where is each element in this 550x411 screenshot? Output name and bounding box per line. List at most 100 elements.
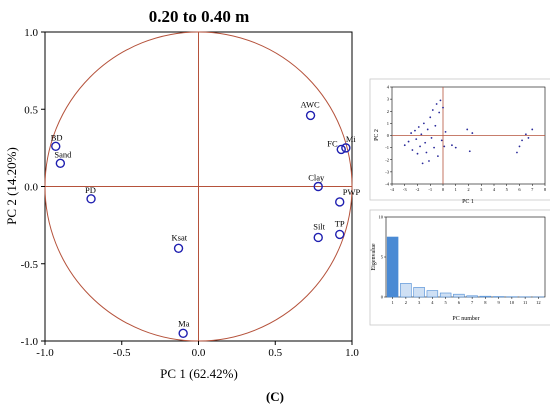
score-point: [425, 151, 428, 154]
score-x-tick-label: -1: [428, 187, 432, 192]
main-x-axis-label: PC 1 (62.42%): [160, 366, 238, 381]
score-y-axis-label: PC 2: [374, 129, 380, 141]
loading-point-label: Mi: [346, 134, 357, 144]
scree-y-tick-label: 0: [381, 295, 384, 300]
score-y-tick-label: -4: [385, 182, 389, 187]
score-point: [435, 103, 438, 105]
score-point: [437, 155, 439, 158]
main-plot-layer: -1.0 -0.5 0.0 0.5 1.0 1.0 0.5 0.0 -0.5 -1.0 BD Sand…: [21, 27, 361, 359]
score-point: [430, 137, 433, 139]
scree-x-tick-label: 7: [471, 300, 474, 305]
score-point: [434, 124, 437, 127]
scree-y-axis-label: Eigenvalue: [371, 243, 377, 270]
score-y-tick-label: 4: [387, 85, 390, 90]
score-point: [454, 146, 457, 149]
loading-point: [336, 144, 346, 155]
score-point: [444, 130, 447, 133]
score-point: [518, 145, 521, 148]
score-y-tick-label: 2: [387, 109, 389, 114]
scree-y-tick-label: 5: [381, 255, 384, 260]
scree-plot-panel: [369, 209, 550, 326]
loading-point: [305, 110, 316, 121]
score-point: [531, 128, 534, 131]
score-point: [429, 116, 432, 119]
loading-point: [173, 243, 184, 254]
main-y-tick-label: -0.5: [21, 259, 39, 271]
score-point: [439, 99, 442, 102]
scree-bar: [386, 236, 399, 298]
scree-bar: [426, 290, 439, 298]
score-point: [471, 132, 474, 134]
score-x-tick-label: 0: [442, 187, 445, 192]
main-x-tick-label: -1.0: [36, 347, 54, 359]
score-point: [428, 160, 430, 162]
score-point: [416, 152, 419, 155]
loading-point-label: PD: [85, 185, 96, 195]
score-point: [524, 133, 527, 136]
score-y-tick-label: -2: [385, 157, 389, 162]
score-point: [407, 140, 410, 143]
score-point: [403, 144, 406, 147]
score-plot-layer: -4 -3 -2 -1 0 1 2 3 4 5 6 7 8 4 3 2 1 0 -1 -2 -3 -4: [385, 85, 547, 192]
scree-x-tick-label: 2: [405, 300, 407, 305]
main-y-axis-label: PC 2 (14.20%): [4, 147, 19, 225]
score-x-tick-label: -2: [416, 187, 420, 192]
loading-point-label: Ksat: [172, 232, 188, 242]
scree-x-tick-label: 9: [498, 300, 501, 305]
loading-point-label: BD: [51, 132, 63, 142]
main-y-tick-label: 0.0: [24, 182, 38, 194]
score-point: [421, 162, 424, 165]
score-x-tick-label: -4: [390, 187, 394, 192]
scree-x-tick-label: 10: [510, 300, 515, 305]
main-x-tick-label: 1.0: [345, 347, 359, 359]
main-x-tick-label: -0.5: [113, 347, 131, 359]
scree-bar: [439, 292, 452, 298]
score-point: [410, 132, 413, 134]
loading-point: [335, 197, 345, 207]
score-point: [426, 128, 429, 131]
score-point: [431, 109, 434, 111]
loading-point: [86, 194, 96, 204]
score-x-tick-label: 2: [467, 187, 469, 192]
score-point: [433, 146, 435, 149]
main-chart-title: 0.20 to 0.40 m: [149, 7, 250, 26]
loading-point-label: Silt: [313, 221, 325, 231]
scree-x-tick-label: 4: [431, 300, 434, 305]
loading-point-label: TP: [335, 218, 345, 228]
scree-bar: [400, 283, 412, 298]
score-x-tick-label: 3: [480, 187, 483, 192]
score-point: [521, 139, 523, 142]
score-point: [443, 145, 446, 148]
loading-point-label: PWP: [343, 187, 361, 197]
loading-point-label: Sand: [54, 149, 72, 159]
loading-point: [335, 229, 345, 240]
score-y-tick-label: 3: [387, 97, 390, 102]
score-plot: -4 -3 -2 -1 0 1 2 3 4 5 6 7 8 4 3 2 1 0 -1 -2 -3 -4 PC 1 PC 2: [369, 78, 550, 205]
score-point: [438, 111, 441, 114]
score-point: [468, 150, 471, 153]
scree-bar: [413, 287, 425, 298]
score-x-tick-label: 4: [493, 187, 496, 192]
scree-x-tick-label: 1: [392, 300, 394, 305]
loading-point-label: FC: [327, 138, 338, 148]
loading-point: [51, 141, 61, 152]
score-y-tick-label: 0: [387, 133, 390, 138]
loading-point-label: Ma: [178, 318, 190, 328]
score-point: [414, 129, 416, 132]
score-point: [466, 128, 469, 131]
scree-bar: [479, 295, 492, 298]
loading-point: [313, 232, 323, 243]
scree-bar: [453, 293, 465, 298]
scree-x-tick-label: 8: [484, 300, 487, 305]
scree-x-tick-label: 6: [458, 300, 461, 305]
scree-y-tick-label: 10: [379, 215, 384, 220]
scree-bar: [466, 295, 478, 298]
score-x-tick-label: -3: [403, 187, 407, 192]
score-point: [422, 122, 425, 125]
score-point: [527, 137, 530, 139]
score-x-tick-label: 7: [531, 187, 534, 192]
loading-point-label: AWC: [301, 99, 320, 109]
